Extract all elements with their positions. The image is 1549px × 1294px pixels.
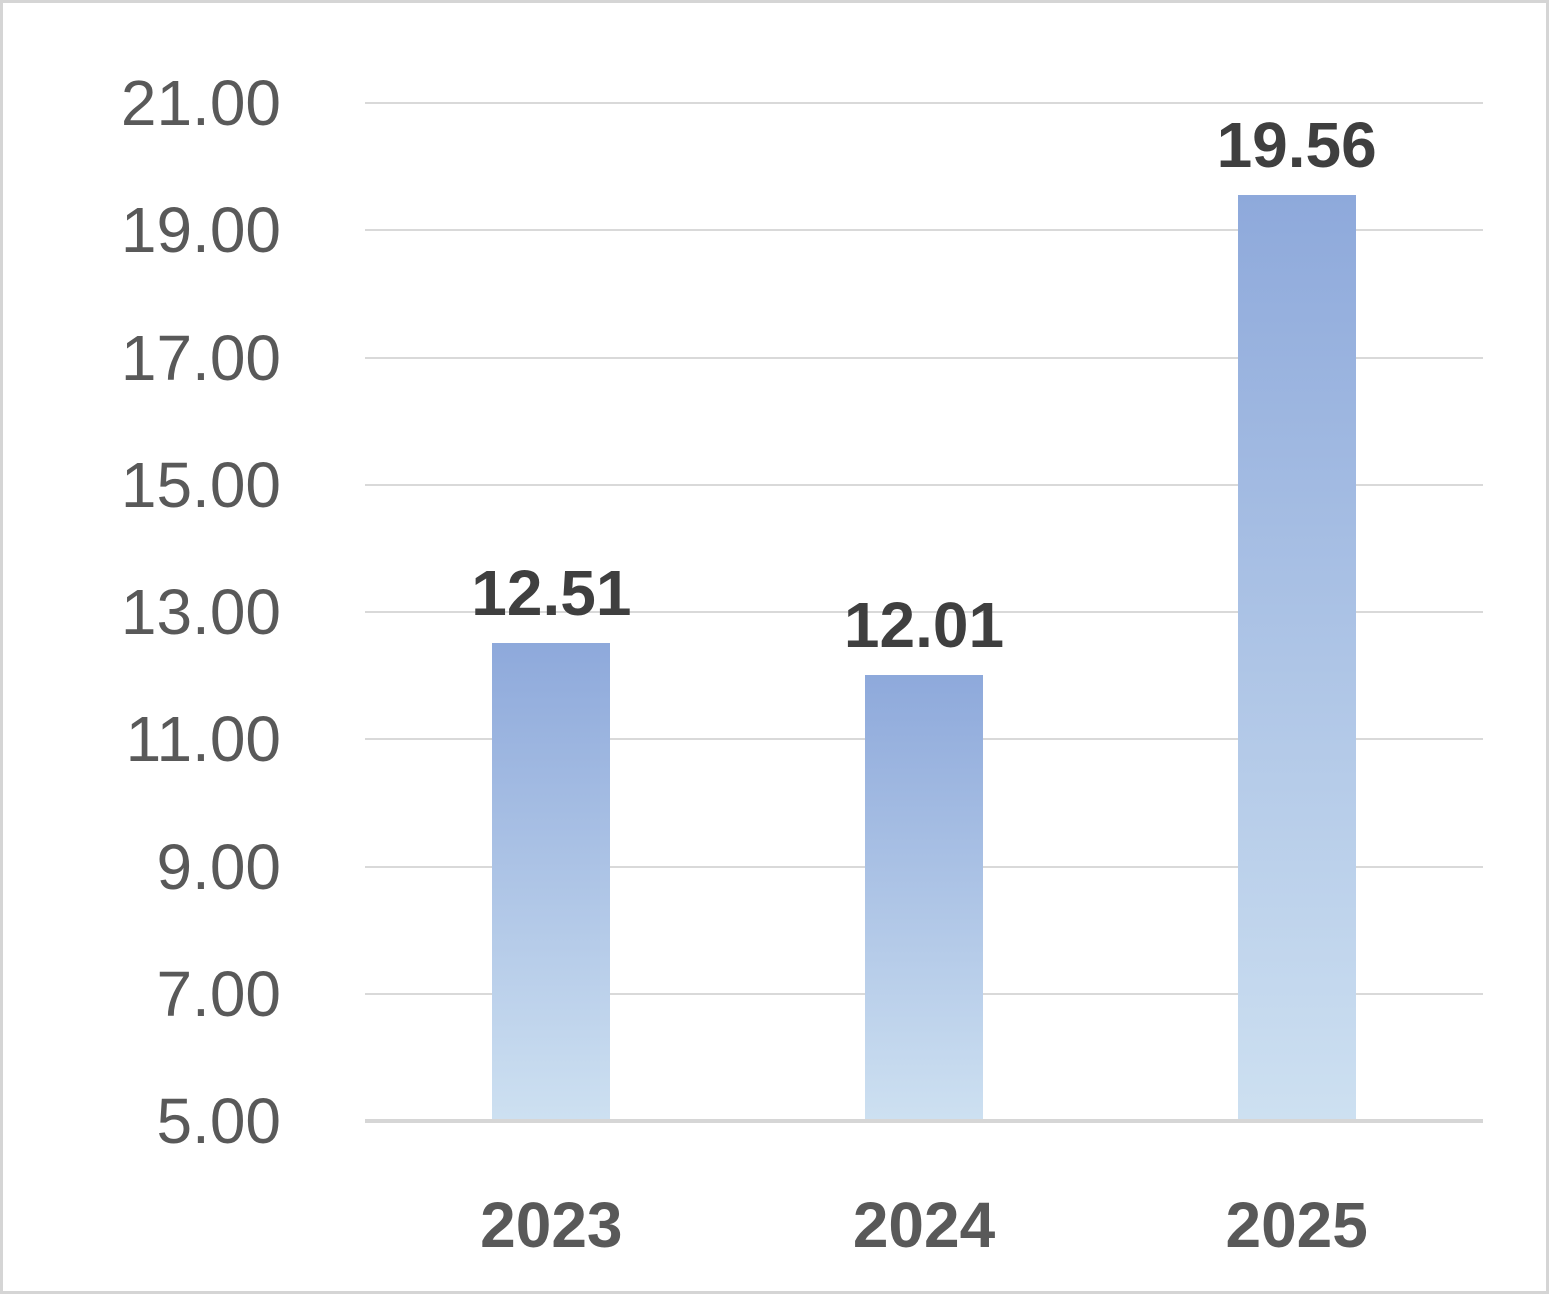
x-tick-label-2023: 2023: [480, 1189, 623, 1261]
data-label-2025: 19.56: [1216, 108, 1377, 181]
gridline-21.00: [365, 102, 1483, 104]
y-tick-label-19.00: 19.00: [120, 194, 281, 267]
x-tick-label-2025: 2025: [1225, 1189, 1368, 1261]
bar-2023: [492, 643, 611, 1119]
data-label-2024: 12.01: [843, 589, 1005, 661]
y-tick-label-7.00: 7.00: [156, 957, 281, 1030]
y-tick-label-5.00: 5.00: [156, 1085, 281, 1157]
gridline-19.00: [365, 229, 1483, 232]
y-tick-label-17.00: 17.00: [120, 321, 281, 394]
x-tick-label-2024: 2024: [852, 1189, 996, 1261]
gridline-15.00: [365, 483, 1483, 486]
gridline-17.00: [365, 356, 1483, 359]
y-tick-label-15.00: 15.00: [120, 448, 281, 521]
y-tick-label-9.00: 9.00: [156, 830, 281, 903]
x-axis-line: [365, 1119, 1483, 1123]
y-tick-label-21.00: 21.00: [120, 67, 281, 139]
bar-2024: [865, 674, 983, 1119]
y-tick-label-11.00: 11.00: [125, 703, 281, 776]
gridline-13.00: [365, 611, 1483, 613]
y-tick-label-13.00: 13.00: [120, 576, 281, 648]
bar-2025: [1237, 194, 1356, 1119]
data-label-2023: 12.51: [471, 557, 632, 630]
